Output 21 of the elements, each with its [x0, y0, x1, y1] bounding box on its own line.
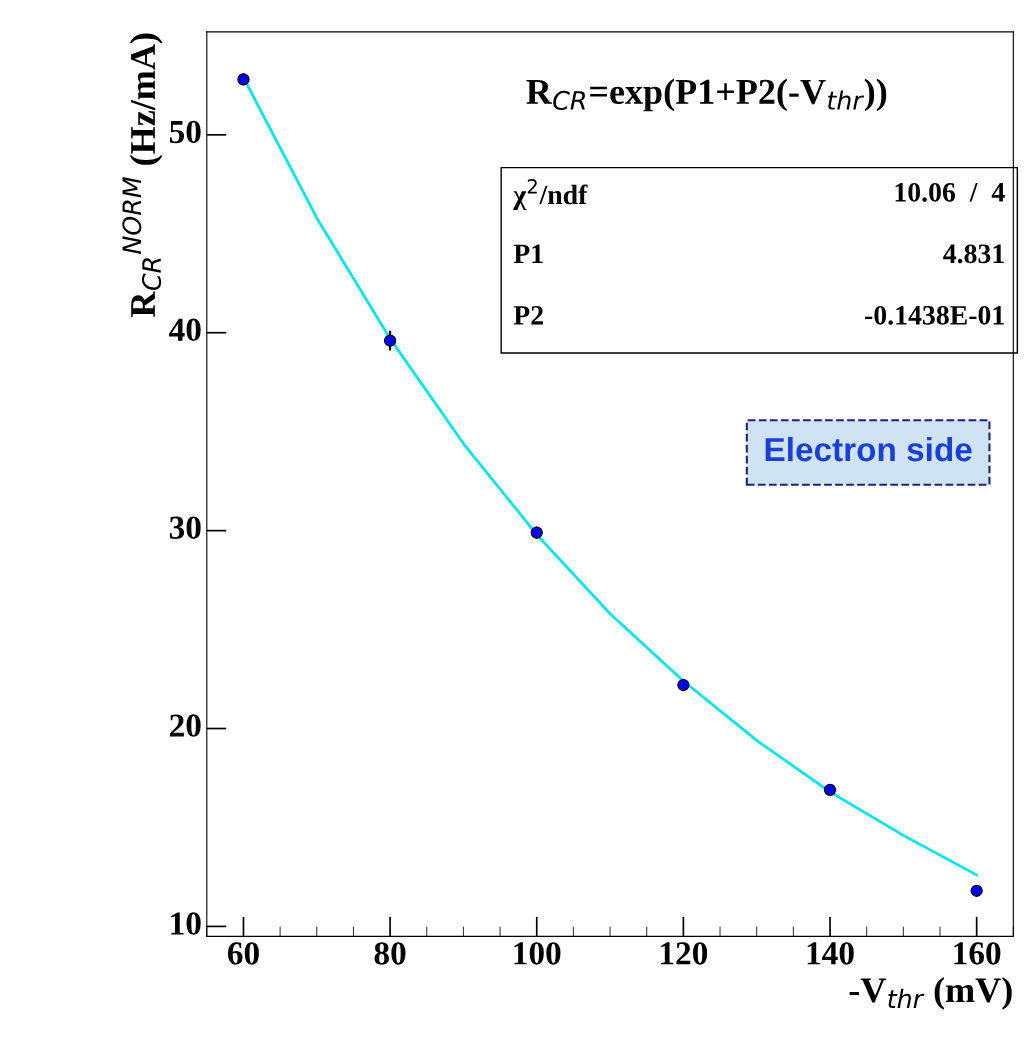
annotation: P1	[513, 244, 543, 263]
y-tick-label: 20	[170, 714, 201, 737]
annotation: χ$^{2}$/ndf	[513, 179, 588, 210]
y-axis-title: R$_{CR}$$^{NORM}$ (Hz/mA)	[122, 33, 163, 317]
x-tick-label: 100	[514, 942, 561, 965]
annotation: 4.831	[943, 244, 1004, 264]
x-tick-label: 120	[661, 942, 708, 965]
y-tick-label: 30	[169, 516, 201, 539]
x-tick-label: 80	[374, 942, 406, 965]
annotation: 10.06 / 4	[895, 182, 1005, 202]
y-tick-label: 10	[171, 912, 201, 935]
annotation: -0.1438E-01	[865, 305, 1004, 325]
x-tick-label: 140	[807, 942, 854, 965]
y-tick-label: 40	[169, 318, 201, 342]
x-tick-label: 60	[227, 942, 259, 965]
annotation: P2	[513, 306, 543, 325]
y-tick-label: 50	[169, 120, 201, 144]
annotation: Electron side	[765, 436, 972, 462]
x-tick-label: 160	[954, 942, 1001, 965]
annotation: R$_{CR}$=exp(P1+P2(-V$_{thr}$))	[526, 78, 887, 112]
x-axis-title: -V$_{thr}$ (mV)	[849, 976, 1012, 1010]
